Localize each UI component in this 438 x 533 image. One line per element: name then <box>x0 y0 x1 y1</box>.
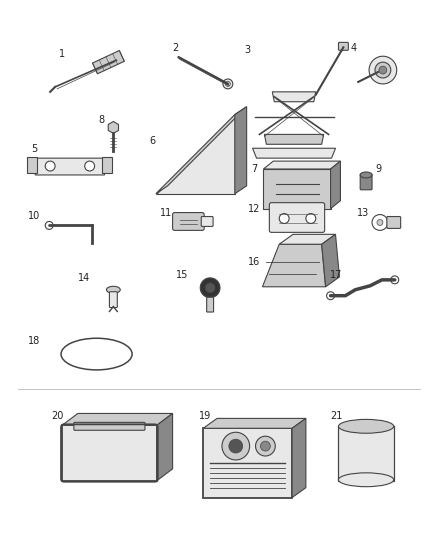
Ellipse shape <box>61 338 132 370</box>
Text: 2: 2 <box>173 43 179 53</box>
Polygon shape <box>203 429 292 498</box>
Polygon shape <box>262 244 325 287</box>
Polygon shape <box>92 51 124 74</box>
Text: 17: 17 <box>330 270 343 280</box>
Polygon shape <box>263 169 331 208</box>
Ellipse shape <box>360 172 372 178</box>
Polygon shape <box>263 161 340 169</box>
FancyBboxPatch shape <box>360 174 372 190</box>
Polygon shape <box>62 414 173 425</box>
Text: 3: 3 <box>244 45 251 55</box>
Text: 6: 6 <box>150 136 156 147</box>
FancyBboxPatch shape <box>201 216 213 227</box>
Circle shape <box>85 161 95 171</box>
Circle shape <box>226 82 230 86</box>
Polygon shape <box>265 134 324 144</box>
Text: 11: 11 <box>159 207 172 217</box>
Text: 15: 15 <box>176 270 189 280</box>
Text: 20: 20 <box>51 411 63 422</box>
Ellipse shape <box>339 473 394 487</box>
Polygon shape <box>203 418 306 429</box>
Circle shape <box>327 292 335 300</box>
Polygon shape <box>331 161 340 208</box>
Text: 14: 14 <box>78 273 90 283</box>
Circle shape <box>205 283 215 293</box>
Circle shape <box>306 214 316 223</box>
Circle shape <box>377 220 383 225</box>
FancyBboxPatch shape <box>74 422 145 430</box>
Circle shape <box>200 278 220 297</box>
Text: 9: 9 <box>375 164 381 174</box>
Circle shape <box>261 441 270 451</box>
Ellipse shape <box>339 419 394 433</box>
Text: 18: 18 <box>28 336 40 346</box>
FancyBboxPatch shape <box>173 213 204 230</box>
Polygon shape <box>32 158 107 175</box>
FancyBboxPatch shape <box>102 157 113 173</box>
Circle shape <box>279 214 289 223</box>
Text: 19: 19 <box>199 411 211 422</box>
Circle shape <box>223 79 233 89</box>
Circle shape <box>45 161 55 171</box>
Text: 4: 4 <box>350 43 357 53</box>
FancyBboxPatch shape <box>110 292 117 308</box>
FancyBboxPatch shape <box>387 216 401 229</box>
Text: 16: 16 <box>248 257 261 267</box>
FancyBboxPatch shape <box>207 297 214 312</box>
Polygon shape <box>156 107 247 194</box>
Polygon shape <box>279 235 336 244</box>
FancyBboxPatch shape <box>28 157 37 173</box>
Text: 13: 13 <box>357 207 369 217</box>
Polygon shape <box>292 418 306 498</box>
Circle shape <box>391 276 399 284</box>
Text: 21: 21 <box>330 411 343 422</box>
Circle shape <box>372 215 388 230</box>
Text: 10: 10 <box>28 211 40 221</box>
Text: 5: 5 <box>31 144 38 154</box>
Text: 8: 8 <box>99 115 105 125</box>
Ellipse shape <box>106 286 120 293</box>
FancyBboxPatch shape <box>339 426 394 481</box>
Polygon shape <box>235 107 247 194</box>
Circle shape <box>379 66 387 74</box>
Text: 12: 12 <box>248 204 261 214</box>
Text: 1: 1 <box>59 49 65 59</box>
Polygon shape <box>272 92 316 102</box>
Circle shape <box>255 436 275 456</box>
Circle shape <box>375 62 391 78</box>
Text: 7: 7 <box>251 164 258 174</box>
Polygon shape <box>253 148 336 158</box>
Polygon shape <box>156 115 235 194</box>
Circle shape <box>229 439 243 453</box>
Circle shape <box>222 432 250 460</box>
Circle shape <box>45 222 53 229</box>
Circle shape <box>369 56 397 84</box>
FancyBboxPatch shape <box>339 42 348 50</box>
Polygon shape <box>157 414 173 481</box>
Polygon shape <box>62 425 157 481</box>
FancyBboxPatch shape <box>269 203 325 232</box>
Polygon shape <box>321 235 339 287</box>
